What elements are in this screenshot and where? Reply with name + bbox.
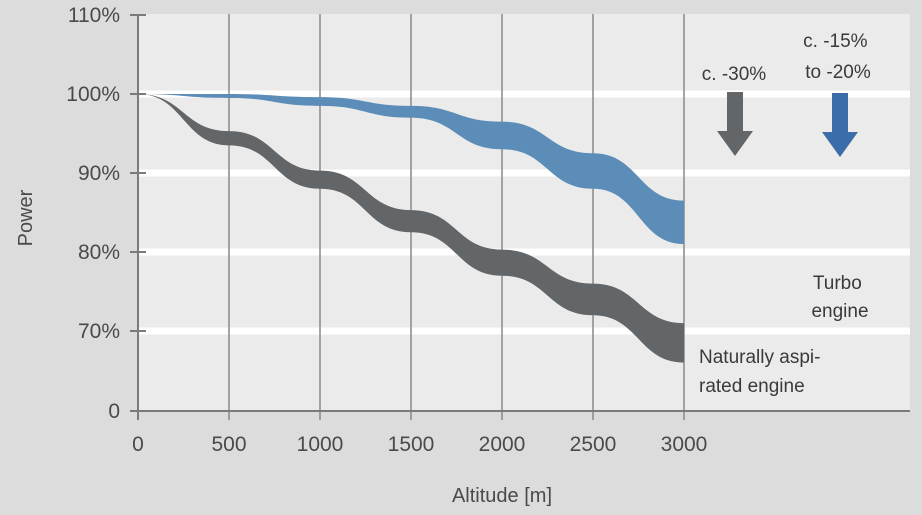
series-bands bbox=[138, 94, 684, 363]
band-turbo bbox=[138, 94, 684, 245]
series-label-turbo: Turbo engine bbox=[811, 273, 868, 322]
y-tick-label: 80% bbox=[78, 241, 120, 264]
x-tick-label: 1000 bbox=[297, 433, 344, 456]
x-tick-labels: 0 500 1000 1500 2000 2500 3000 bbox=[132, 433, 707, 456]
y-tick-label: 0 bbox=[108, 400, 120, 423]
x-tick-label: 2000 bbox=[479, 433, 526, 456]
annotation-na-drop: c. -30% bbox=[702, 64, 767, 85]
x-tick-label: 0 bbox=[132, 433, 144, 456]
annotation-turbo-drop: c. -15% to -20% bbox=[803, 31, 873, 83]
gridline-h bbox=[138, 90, 910, 98]
gridline-h bbox=[138, 169, 910, 177]
series-label-na: Naturally aspi- rated engine bbox=[699, 347, 826, 397]
series-label-na-line-2: rated engine bbox=[699, 376, 805, 397]
annotation-na-line-1: c. -30% bbox=[702, 64, 767, 85]
x-axis-title: Altitude [m] bbox=[452, 485, 552, 507]
y-tick-labels: 0 70% 80% 90% 100% 110% bbox=[66, 4, 120, 423]
annotation-turbo-line-2: to -20% bbox=[805, 62, 871, 83]
plot-area bbox=[138, 14, 910, 411]
y-axis-title: Power bbox=[15, 189, 37, 246]
y-tick-label: 110% bbox=[68, 4, 120, 27]
annotation-turbo-line-1: c. -15% bbox=[803, 31, 868, 52]
axes bbox=[130, 14, 910, 420]
y-tick-label: 90% bbox=[78, 162, 120, 185]
y-tick-label: 70% bbox=[78, 320, 120, 343]
gridline-h bbox=[138, 248, 910, 256]
horizontal-gridlines bbox=[138, 90, 910, 335]
series-label-na-line-1: Naturally aspi- bbox=[699, 347, 820, 368]
x-tick-label: 2500 bbox=[570, 433, 617, 456]
gridline-h bbox=[138, 327, 910, 335]
series-label-turbo-line-2: engine bbox=[811, 301, 868, 322]
series-label-turbo-line-1: Turbo bbox=[813, 273, 862, 294]
x-tick-label: 3000 bbox=[661, 433, 708, 456]
down-arrow-icon bbox=[717, 92, 753, 156]
x-tick-label: 500 bbox=[211, 433, 246, 456]
y-tick-label: 100% bbox=[66, 83, 120, 106]
x-tick-label: 1500 bbox=[388, 433, 435, 456]
band-naturally-aspirated bbox=[138, 94, 684, 363]
down-arrow-icon bbox=[822, 93, 858, 157]
